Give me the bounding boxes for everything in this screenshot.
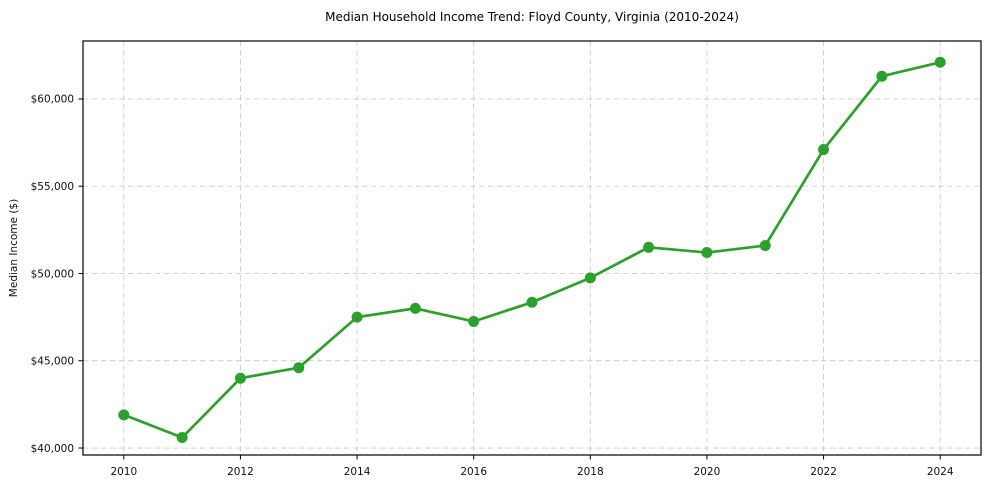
data-point [934,56,946,68]
data-point [293,362,305,374]
plot-frame [82,40,982,456]
x-axis-tick-label: 2022 [810,466,837,478]
data-point [643,241,655,253]
data-point [176,432,188,444]
y-axis-tick-label: $40,000 [31,443,74,455]
x-axis-tick-label: 2024 [927,466,954,478]
data-point [818,144,830,156]
y-axis-tick-label: $60,000 [31,94,74,106]
data-point [526,296,538,308]
x-axis-tick-label: 2020 [694,466,721,478]
data-point [468,315,480,327]
data-point [584,272,596,284]
data-point [351,311,363,323]
data-point [701,247,713,259]
data-point [759,240,771,252]
x-axis-tick-label: 2016 [460,466,487,478]
y-axis-tick-label: $45,000 [31,356,74,368]
y-axis-tick-label: $50,000 [31,268,74,280]
x-axis-tick-label: 2018 [577,466,604,478]
data-point [876,70,888,82]
data-point [409,302,421,314]
x-axis-tick-label: 2012 [227,466,254,478]
trend-line [122,60,942,439]
y-axis-label: Median Income ($) [8,199,20,297]
data-point [118,409,130,421]
x-axis-tick-label: 2014 [344,466,371,478]
data-point [234,372,246,384]
x-axis-tick-label: 2010 [110,466,137,478]
chart-title: Median Household Income Trend: Floyd Cou… [325,10,739,24]
y-axis-tick-label: $55,000 [31,181,74,193]
